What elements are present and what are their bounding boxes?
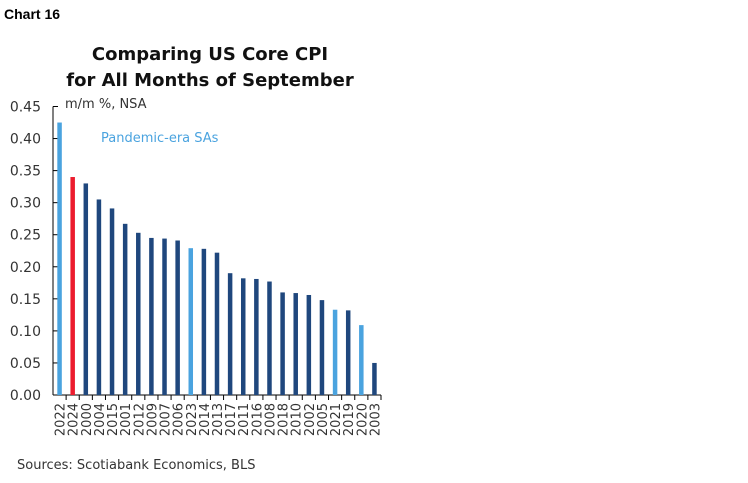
y-tick-label: 0.20 xyxy=(10,260,41,276)
bar-2013 xyxy=(214,252,220,395)
bar-2003 xyxy=(372,362,377,395)
x-tick-label: 2009 xyxy=(145,403,160,436)
x-tick-label: 2005 xyxy=(316,403,331,436)
x-tick-label: 2017 xyxy=(224,403,239,436)
x-tick-label: 2020 xyxy=(355,403,370,436)
bar-2009 xyxy=(149,237,154,395)
y-tick-label: 0.00 xyxy=(10,388,41,404)
bar-2002 xyxy=(306,294,312,395)
y-tick-label: 0.35 xyxy=(10,164,41,180)
bar-2023 xyxy=(188,248,194,395)
bar-2007 xyxy=(162,238,167,395)
bar-2020 xyxy=(359,325,364,395)
bar-2010 xyxy=(293,293,298,395)
y-tick-label: 0.10 xyxy=(10,324,41,340)
bar-2004 xyxy=(96,199,102,395)
bar-2005 xyxy=(319,300,325,395)
x-tick-label: 2018 xyxy=(277,403,292,436)
x-tick-label: 2014 xyxy=(198,403,213,436)
title-line-1: Comparing US Core CPI xyxy=(91,44,329,65)
x-tick-label: 2022 xyxy=(54,403,69,436)
x-tick-label: 2001 xyxy=(119,403,134,436)
bar-2022 xyxy=(57,122,62,396)
bar-2011 xyxy=(240,278,246,395)
chart-number: Chart 16 xyxy=(4,6,61,22)
x-tick-label: 2023 xyxy=(185,403,200,436)
x-tick-label: 2003 xyxy=(368,403,383,436)
x-tick-label: 2007 xyxy=(159,403,174,436)
y-tick-label: 0.15 xyxy=(10,292,41,308)
x-tick-label: 2002 xyxy=(303,403,318,436)
bar-2019 xyxy=(345,310,351,395)
x-tick-label: 2013 xyxy=(211,403,226,436)
x-tick-label: 2012 xyxy=(132,403,147,436)
bar-2017 xyxy=(227,273,233,395)
x-tick-label: 2004 xyxy=(93,403,108,436)
bar-2015 xyxy=(109,208,115,395)
bar-2008 xyxy=(267,281,272,395)
chart-title: Comparing US Core CPI for All Months of … xyxy=(60,42,360,94)
x-tick-label: 2015 xyxy=(106,403,121,436)
x-tick-label: 2008 xyxy=(263,403,278,436)
y-tick-label: 0.30 xyxy=(10,196,41,212)
bar-2021 xyxy=(332,309,338,395)
bar-2018 xyxy=(280,292,285,395)
x-tick-label: 2021 xyxy=(329,403,344,436)
x-tick-label: 2000 xyxy=(80,403,95,436)
bar-2014 xyxy=(201,248,207,395)
y-tick-label: 0.40 xyxy=(10,132,41,148)
bar-2024 xyxy=(70,177,75,395)
source-note: Sources: Scotiabank Economics, BLS xyxy=(17,458,256,473)
x-tick-label: 2006 xyxy=(172,403,187,436)
y-axis-label: m/m %, NSA xyxy=(65,97,147,112)
x-tick-label: 2011 xyxy=(237,403,252,436)
y-tick-label: 0.05 xyxy=(10,356,41,372)
title-line-2: for All Months of September xyxy=(66,70,354,91)
annotation-pandemic: Pandemic-era SAs xyxy=(101,131,219,146)
y-tick-label: 0.45 xyxy=(10,100,41,116)
y-tick-label: 0.25 xyxy=(10,228,41,244)
bar-2000 xyxy=(83,183,89,395)
bar-2016 xyxy=(254,278,259,395)
x-tick-label: 2024 xyxy=(67,403,82,436)
bar-2012 xyxy=(136,232,141,395)
bar-2006 xyxy=(175,240,180,395)
x-tick-label: 2016 xyxy=(250,403,265,436)
x-tick-label: 2019 xyxy=(342,403,357,436)
bar-2001 xyxy=(122,223,128,395)
x-tick-label: 2010 xyxy=(290,403,305,436)
